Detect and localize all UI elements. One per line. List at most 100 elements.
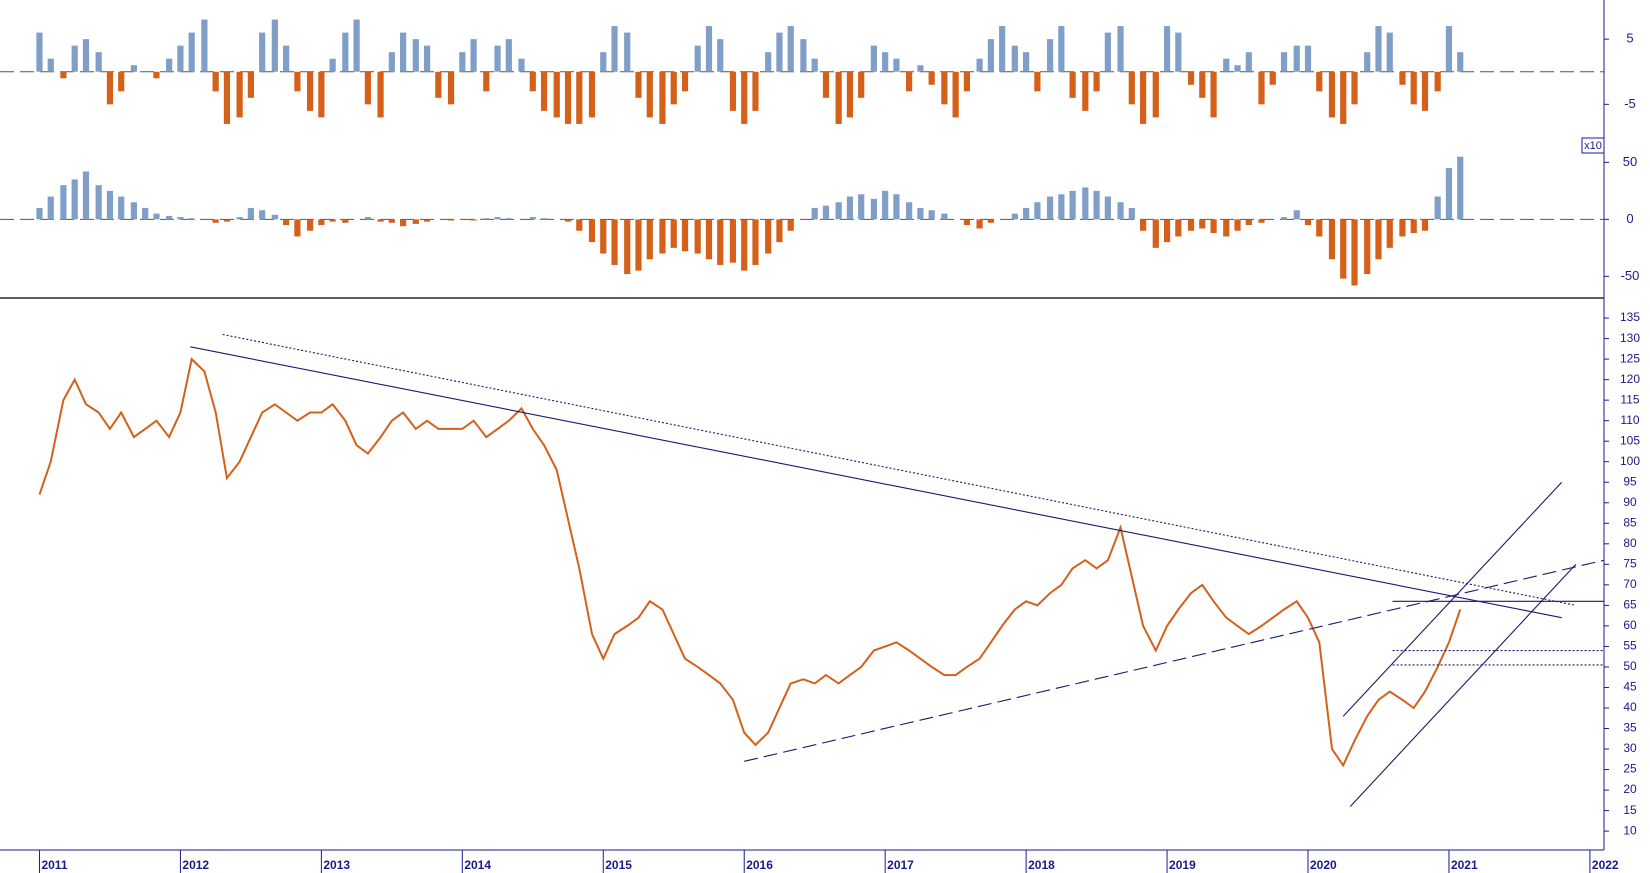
bar bbox=[247, 71, 254, 98]
y-tick-label: 80 bbox=[1623, 536, 1637, 550]
bar bbox=[906, 202, 913, 220]
bar bbox=[1434, 196, 1441, 220]
bar bbox=[1199, 219, 1206, 229]
bar bbox=[1223, 58, 1230, 72]
x-tick-label: 2013 bbox=[323, 858, 350, 872]
bar bbox=[412, 39, 419, 72]
bar bbox=[505, 218, 512, 220]
y-tick-label: 70 bbox=[1623, 577, 1637, 591]
bar bbox=[60, 71, 67, 79]
bar bbox=[1421, 71, 1429, 111]
bar bbox=[1364, 219, 1371, 275]
bar bbox=[1245, 219, 1252, 226]
bar bbox=[893, 58, 900, 72]
bar bbox=[576, 219, 583, 231]
bar bbox=[1152, 71, 1159, 118]
bar bbox=[787, 26, 794, 72]
y-tick-label: 50 bbox=[1623, 154, 1637, 169]
bar bbox=[717, 39, 724, 72]
bar bbox=[540, 71, 548, 111]
bar bbox=[1386, 32, 1393, 72]
x-tick-label: 2017 bbox=[887, 858, 914, 872]
bar bbox=[963, 71, 971, 92]
bar bbox=[1304, 45, 1312, 72]
y-tick-label: 115 bbox=[1620, 392, 1639, 406]
bar bbox=[717, 219, 724, 265]
bar bbox=[1139, 71, 1147, 124]
bar bbox=[893, 194, 900, 220]
bar bbox=[353, 19, 360, 72]
x-tick-label: 2020 bbox=[1310, 858, 1337, 872]
bar bbox=[60, 185, 67, 220]
bar bbox=[1093, 190, 1100, 220]
bar bbox=[95, 52, 102, 72]
bar bbox=[917, 207, 924, 220]
bar bbox=[858, 71, 865, 98]
bar bbox=[1210, 71, 1217, 118]
bar bbox=[987, 219, 994, 223]
bar bbox=[283, 45, 290, 72]
bar bbox=[1023, 207, 1030, 220]
bar bbox=[1187, 71, 1195, 85]
x-tick-label: 2022 bbox=[1592, 858, 1619, 872]
bar bbox=[201, 19, 208, 72]
bar bbox=[166, 215, 173, 220]
bar bbox=[1340, 71, 1347, 124]
bar bbox=[800, 39, 807, 72]
bar bbox=[858, 194, 865, 220]
bar bbox=[223, 219, 231, 222]
bar bbox=[1163, 26, 1171, 72]
bar bbox=[377, 219, 384, 222]
bar bbox=[776, 219, 783, 243]
y-tick-label: 60 bbox=[1623, 618, 1637, 632]
bar bbox=[635, 219, 642, 271]
bar bbox=[306, 219, 314, 231]
bar bbox=[1046, 39, 1054, 72]
y-tick-label: 65 bbox=[1623, 598, 1637, 612]
bar bbox=[71, 179, 78, 220]
bar bbox=[294, 219, 301, 237]
bar bbox=[1187, 219, 1195, 231]
trendline bbox=[222, 333, 1576, 606]
y-tick-label: 15 bbox=[1623, 803, 1637, 817]
bar bbox=[71, 45, 78, 72]
bar bbox=[765, 219, 772, 254]
bar bbox=[941, 71, 948, 105]
bar bbox=[741, 71, 748, 124]
bar bbox=[1223, 219, 1230, 237]
bar bbox=[705, 219, 713, 260]
y-tick-label: 100 bbox=[1620, 454, 1640, 468]
bar bbox=[811, 58, 818, 72]
bar bbox=[1351, 219, 1358, 286]
bar bbox=[1434, 71, 1441, 92]
bar bbox=[694, 219, 701, 254]
x-tick-label: 2014 bbox=[464, 858, 491, 872]
bar bbox=[318, 71, 325, 118]
bar bbox=[1375, 219, 1382, 260]
bar bbox=[1386, 219, 1393, 248]
bar bbox=[600, 52, 607, 72]
bar bbox=[106, 190, 114, 220]
bar bbox=[82, 39, 90, 72]
bar bbox=[1104, 32, 1111, 72]
bar bbox=[271, 19, 278, 72]
bar bbox=[130, 202, 138, 220]
bar bbox=[624, 32, 631, 72]
bar bbox=[870, 45, 877, 72]
bar bbox=[388, 219, 395, 223]
x-tick-label: 2018 bbox=[1028, 858, 1055, 872]
bar bbox=[1175, 219, 1182, 237]
bar bbox=[1046, 196, 1054, 220]
bar bbox=[611, 219, 618, 265]
bar bbox=[752, 219, 759, 265]
bar bbox=[118, 196, 125, 220]
bar bbox=[776, 32, 783, 72]
y-tick-label: 75 bbox=[1623, 557, 1637, 571]
bar bbox=[976, 58, 983, 72]
bar bbox=[459, 52, 466, 72]
y-tick-label: 20 bbox=[1623, 782, 1637, 796]
bar bbox=[752, 71, 759, 111]
bar bbox=[846, 71, 854, 118]
bar bbox=[1234, 65, 1241, 72]
bar bbox=[646, 71, 653, 118]
